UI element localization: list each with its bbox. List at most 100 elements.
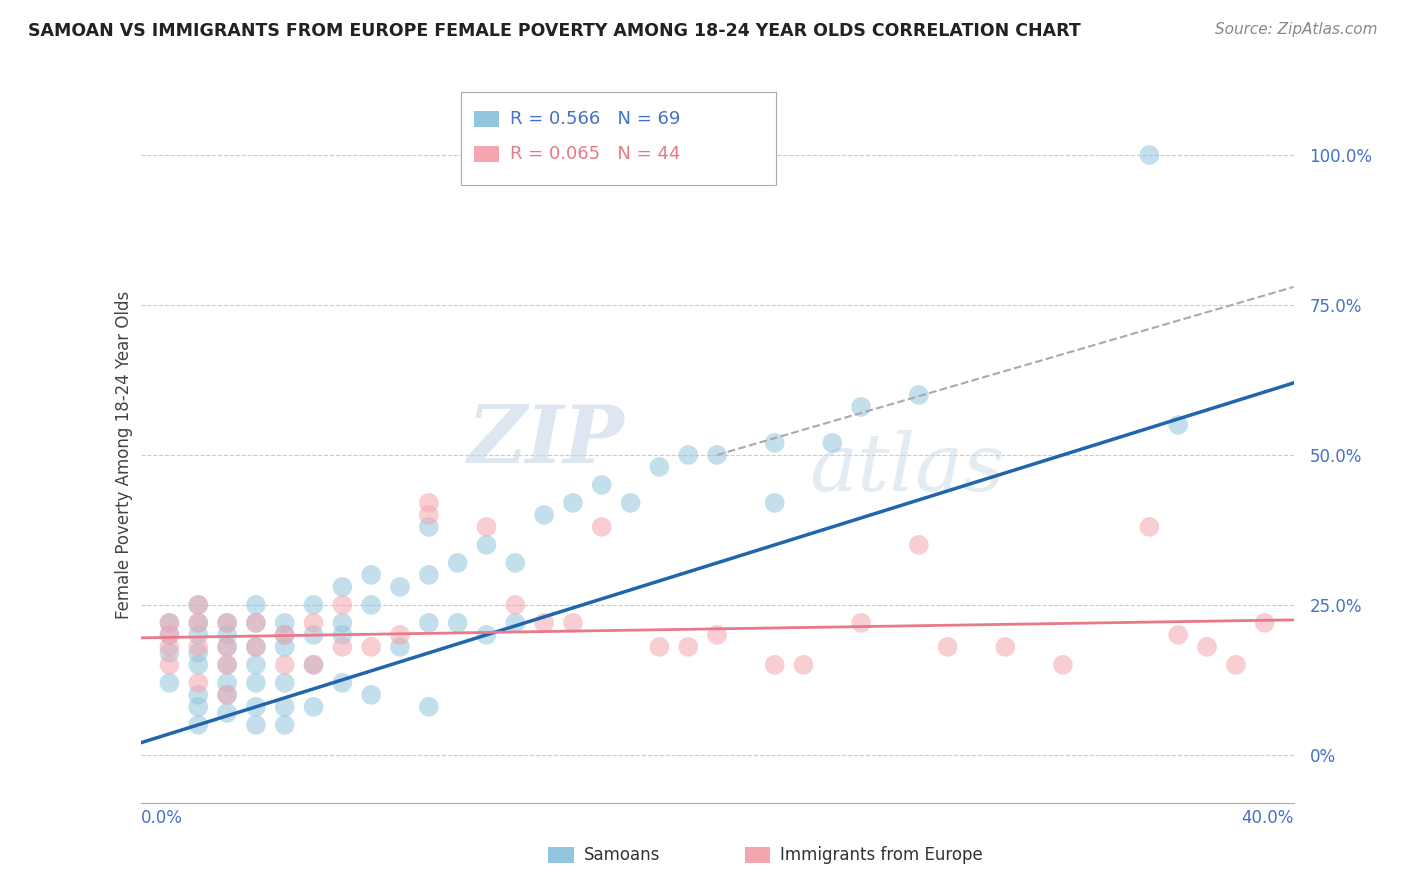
Point <box>159 615 180 630</box>
Point <box>302 699 325 714</box>
Point <box>245 640 267 654</box>
Text: R = 0.566   N = 69: R = 0.566 N = 69 <box>510 110 681 128</box>
Point <box>475 538 498 552</box>
Point <box>217 676 239 690</box>
Point <box>360 688 382 702</box>
Point <box>562 615 585 630</box>
Point <box>591 478 613 492</box>
Point <box>159 615 180 630</box>
Point <box>706 628 728 642</box>
Point <box>418 567 440 582</box>
Point <box>217 688 239 702</box>
Point <box>332 628 354 642</box>
Point <box>418 615 440 630</box>
Point <box>388 580 411 594</box>
Point <box>849 615 872 630</box>
Point <box>187 615 209 630</box>
Point <box>1195 640 1218 654</box>
Point <box>187 598 209 612</box>
Point <box>388 628 411 642</box>
Point <box>418 520 440 534</box>
Point <box>332 580 354 594</box>
Point <box>678 640 700 654</box>
Point <box>217 615 239 630</box>
Point <box>908 538 931 552</box>
Point <box>418 508 440 522</box>
Point <box>447 615 470 630</box>
Point <box>332 676 354 690</box>
Point <box>332 598 354 612</box>
Point <box>678 448 700 462</box>
Point <box>217 615 239 630</box>
Point <box>533 508 555 522</box>
Text: SAMOAN VS IMMIGRANTS FROM EUROPE FEMALE POVERTY AMONG 18-24 YEAR OLDS CORRELATIO: SAMOAN VS IMMIGRANTS FROM EUROPE FEMALE … <box>28 22 1081 40</box>
Point <box>1052 657 1074 672</box>
Point <box>1254 615 1277 630</box>
Point <box>274 657 297 672</box>
Point <box>533 615 555 630</box>
Point <box>1167 417 1189 432</box>
Point <box>274 615 297 630</box>
Point <box>187 628 209 642</box>
Point <box>217 640 239 654</box>
Point <box>245 718 267 732</box>
Point <box>245 615 267 630</box>
Point <box>418 699 440 714</box>
Point <box>245 676 267 690</box>
Point <box>187 688 209 702</box>
Point <box>503 615 526 630</box>
Point <box>274 628 297 642</box>
Point <box>936 640 959 654</box>
Point <box>274 628 297 642</box>
Point <box>187 657 209 672</box>
Point <box>706 448 728 462</box>
Point <box>619 496 641 510</box>
Point <box>159 640 180 654</box>
Point <box>217 706 239 720</box>
Point <box>994 640 1017 654</box>
Point <box>274 640 297 654</box>
Point <box>475 520 498 534</box>
Point <box>187 646 209 660</box>
Point <box>360 567 382 582</box>
Text: 0.0%: 0.0% <box>141 809 183 827</box>
Point <box>849 400 872 414</box>
Point <box>159 657 180 672</box>
Point <box>159 646 180 660</box>
Point <box>302 598 325 612</box>
Point <box>217 628 239 642</box>
Point <box>475 628 498 642</box>
Point <box>1139 148 1161 162</box>
Point <box>245 615 267 630</box>
Point <box>503 598 526 612</box>
Point <box>763 657 786 672</box>
Point <box>562 496 585 510</box>
Point <box>187 598 209 612</box>
Point <box>447 556 470 570</box>
Point <box>793 657 815 672</box>
Point <box>648 640 671 654</box>
Point <box>332 640 354 654</box>
Point <box>217 657 239 672</box>
Text: Source: ZipAtlas.com: Source: ZipAtlas.com <box>1215 22 1378 37</box>
Point <box>187 615 209 630</box>
Point <box>360 640 382 654</box>
Point <box>332 615 354 630</box>
Point <box>187 676 209 690</box>
Point <box>418 496 440 510</box>
Point <box>274 718 297 732</box>
Point <box>245 598 267 612</box>
Point <box>159 628 180 642</box>
Point <box>763 436 786 450</box>
Point <box>648 459 671 474</box>
Point <box>302 615 325 630</box>
Point <box>187 699 209 714</box>
Point <box>388 640 411 654</box>
Text: ZIP: ZIP <box>468 402 624 480</box>
Point <box>302 628 325 642</box>
Point <box>217 640 239 654</box>
Text: R = 0.065   N = 44: R = 0.065 N = 44 <box>510 145 681 163</box>
Point <box>159 676 180 690</box>
Point <box>360 598 382 612</box>
Text: atlas: atlas <box>810 430 1005 508</box>
